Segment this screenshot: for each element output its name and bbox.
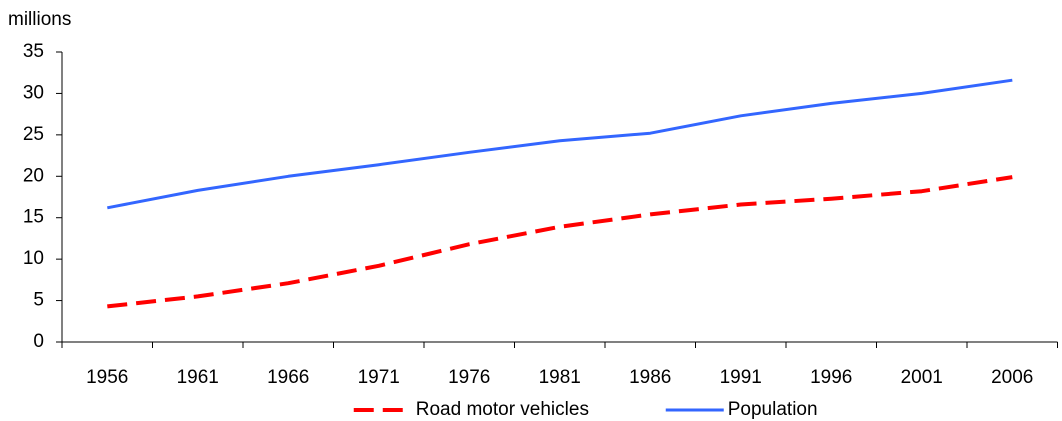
x-tick-label: 1966 [267, 367, 309, 388]
y-tick-label: 35 [23, 41, 44, 62]
x-tick-label: 1986 [629, 367, 671, 388]
y-axis-label: millions [8, 9, 71, 30]
x-tick-label: 1981 [539, 367, 581, 388]
legend-label: Population [728, 399, 818, 420]
x-tick-label: 1961 [177, 367, 219, 388]
x-tick-label: 1996 [810, 367, 852, 388]
x-tick-label: 1971 [358, 367, 400, 388]
series-line [107, 78, 1013, 210]
y-tick-label: 5 [33, 290, 44, 311]
x-tick-label: 1991 [720, 367, 762, 388]
y-tick-label: 15 [23, 207, 44, 228]
x-tick-label: 2001 [901, 367, 943, 388]
x-tick-label: 2006 [991, 367, 1033, 388]
y-tick-label: 25 [23, 124, 44, 145]
y-tick-label: 10 [23, 248, 44, 269]
y-tick-label: 0 [33, 331, 44, 352]
y-tick-label: 30 [23, 82, 44, 103]
x-tick-label: 1976 [448, 367, 490, 388]
legend-label: Road motor vehicles [416, 399, 589, 420]
x-tick-label: 1956 [86, 367, 128, 388]
series-line [107, 175, 1013, 309]
y-tick-label: 20 [23, 165, 44, 186]
